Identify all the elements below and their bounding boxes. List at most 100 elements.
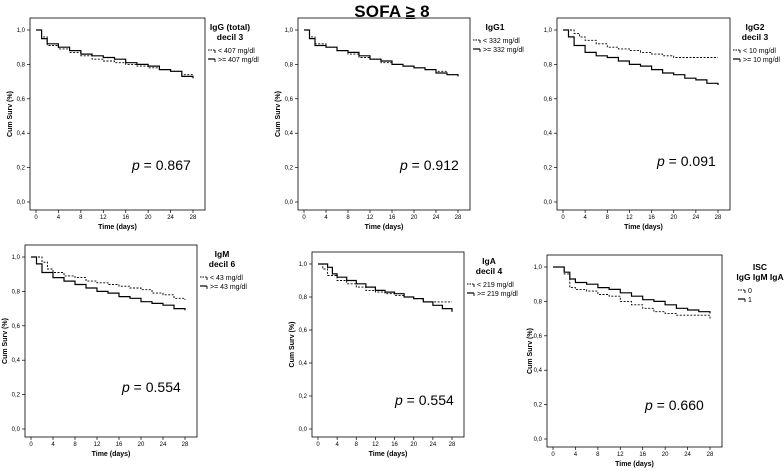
y-tick-label: 0,6 [285, 97, 294, 103]
figure-title: SOFA ≥ 8 [0, 2, 784, 22]
y-tick-label: 0,4 [285, 131, 294, 137]
plot-frame [297, 17, 471, 211]
x-tick-label: 16 [391, 442, 398, 448]
legend-title-line: decil 3 [217, 32, 244, 42]
y-tick-label: 1,0 [285, 28, 294, 34]
p-value: p = 0.091 [656, 153, 716, 169]
plot-frame [311, 251, 465, 438]
y-tick-label: 0,2 [299, 394, 308, 400]
y-tick-label: 0,8 [17, 62, 26, 68]
p-value-number: = 0.554 [403, 392, 454, 408]
x-tick-label: 8 [346, 215, 350, 221]
x-tick-label: 12 [94, 442, 101, 448]
legend-title-line: decil 6 [209, 259, 236, 269]
x-tick-label: 12 [100, 215, 107, 221]
y-axis-title: Cum Surv (%) [527, 328, 534, 374]
x-tick-label: 16 [648, 215, 655, 221]
y-tick-label: 0,8 [534, 299, 543, 305]
y-tick-label: 0,0 [544, 200, 553, 206]
x-tick-label: 0 [34, 215, 38, 221]
y-tick-label: 0,6 [17, 97, 26, 103]
survival-curve-1 [553, 266, 711, 319]
y-tick-label: 0,6 [544, 97, 553, 103]
legend-label-1: 0 [748, 288, 752, 295]
x-tick-label: 12 [367, 215, 374, 221]
p-value-symbol: p [394, 392, 403, 408]
y-tick-label: 0,4 [534, 368, 543, 374]
p-value: p = 0.867 [131, 157, 191, 173]
legend-title-line: ISC [753, 262, 767, 272]
x-tick-label: 0 [29, 442, 33, 448]
y-tick-label: 0,0 [534, 437, 543, 443]
legend-title-line: decil 3 [742, 32, 769, 42]
legend-label-2: >= 10 mg/dl [743, 57, 780, 64]
x-tick-label: 20 [138, 442, 145, 448]
x-tick-label: 0 [561, 215, 565, 221]
y-axis-title: Cum Surv (%) [7, 91, 14, 137]
x-tick-label: 12 [626, 215, 633, 221]
p-value: p = 0.912 [399, 157, 459, 173]
y-tick-label: 1,0 [17, 28, 26, 34]
x-tick-label: 16 [639, 452, 646, 458]
x-tick-label: 28 [707, 452, 714, 458]
x-tick-label: 20 [662, 452, 669, 458]
x-tick-label: 28 [190, 215, 197, 221]
figure-title-prefix: SOFA [354, 2, 401, 21]
x-tick-label: 20 [410, 442, 417, 448]
p-value: p = 0.554 [121, 379, 181, 395]
x-tick-label: 24 [684, 452, 691, 458]
plot-frame [29, 17, 206, 211]
x-tick-label: 24 [693, 215, 700, 221]
plot-frame [546, 254, 723, 448]
km-chart-5: 0,0 0,2 0,4 0,6 0,8 1,0 0 4 8 12 16 20 24 28 Time (day… [289, 251, 518, 458]
x-tick-label: 8 [355, 442, 359, 448]
x-tick-label: 16 [116, 442, 123, 448]
legend-label-2: 1 [748, 297, 752, 304]
y-axis-title: Cum Surv (%) [275, 91, 282, 137]
legend-title-line: IgM [215, 249, 230, 259]
x-tick-label: 24 [433, 215, 440, 221]
x-tick-label: 4 [57, 215, 61, 221]
x-tick-label: 4 [335, 442, 339, 448]
x-tick-label: 0 [302, 215, 306, 221]
y-tick-label: 0,0 [285, 200, 294, 206]
y-tick-label: 1,0 [534, 265, 543, 271]
y-tick-label: 0,0 [12, 427, 21, 433]
km-chart-3: 0,0 0,2 0,4 0,6 0,8 1,0 0 4 8 12 16 20 24 28 Time (day… [544, 17, 780, 231]
y-tick-label: 0,4 [17, 131, 26, 137]
y-tick-label: 0,4 [544, 131, 553, 137]
y-tick-label: 0,2 [12, 393, 21, 399]
survival-curve-2 [553, 266, 711, 314]
figure-title-value: 8 [420, 2, 430, 21]
plot-frame [556, 17, 731, 211]
p-value: p = 0.660 [644, 397, 704, 413]
legend-label-1: < 407 mg/dl [218, 48, 255, 55]
x-axis-title: Time (days) [92, 451, 131, 458]
x-tick-label: 4 [51, 442, 55, 448]
y-axis-title: Cum Surv (%) [2, 318, 9, 364]
p-value-number: = 0.912 [408, 157, 459, 173]
x-tick-label: 16 [122, 215, 129, 221]
x-tick-label: 4 [324, 215, 328, 221]
y-tick-label: 1,0 [12, 255, 21, 261]
legend-title-line: IgG IgM IgA [736, 272, 783, 282]
y-tick-label: 0,2 [17, 166, 26, 172]
x-tick-label: 28 [455, 215, 462, 221]
x-tick-label: 8 [73, 442, 77, 448]
legend: IgG1 < 332 mg/dl >= 332 mg/dl [473, 22, 524, 54]
survival-curve-1 [31, 256, 186, 300]
km-chart-4: 0,0 0,2 0,4 0,6 0,8 1,0 0 4 8 12 16 20 24 28 Time (day… [2, 244, 247, 458]
y-tick-label: 0,6 [534, 334, 543, 340]
x-tick-label: 20 [145, 215, 152, 221]
legend-label-2: >= 219 mg/dl [477, 291, 518, 298]
legend-title-line: decil 4 [476, 266, 503, 276]
p-value-symbol: p [131, 157, 140, 173]
p-value-number: = 0.660 [653, 397, 704, 413]
p-value-symbol: p [656, 153, 665, 169]
legend-title-line: IgG2 [746, 22, 765, 32]
legend-title-line: IgA [482, 256, 496, 266]
y-tick-label: 0,6 [299, 328, 308, 334]
